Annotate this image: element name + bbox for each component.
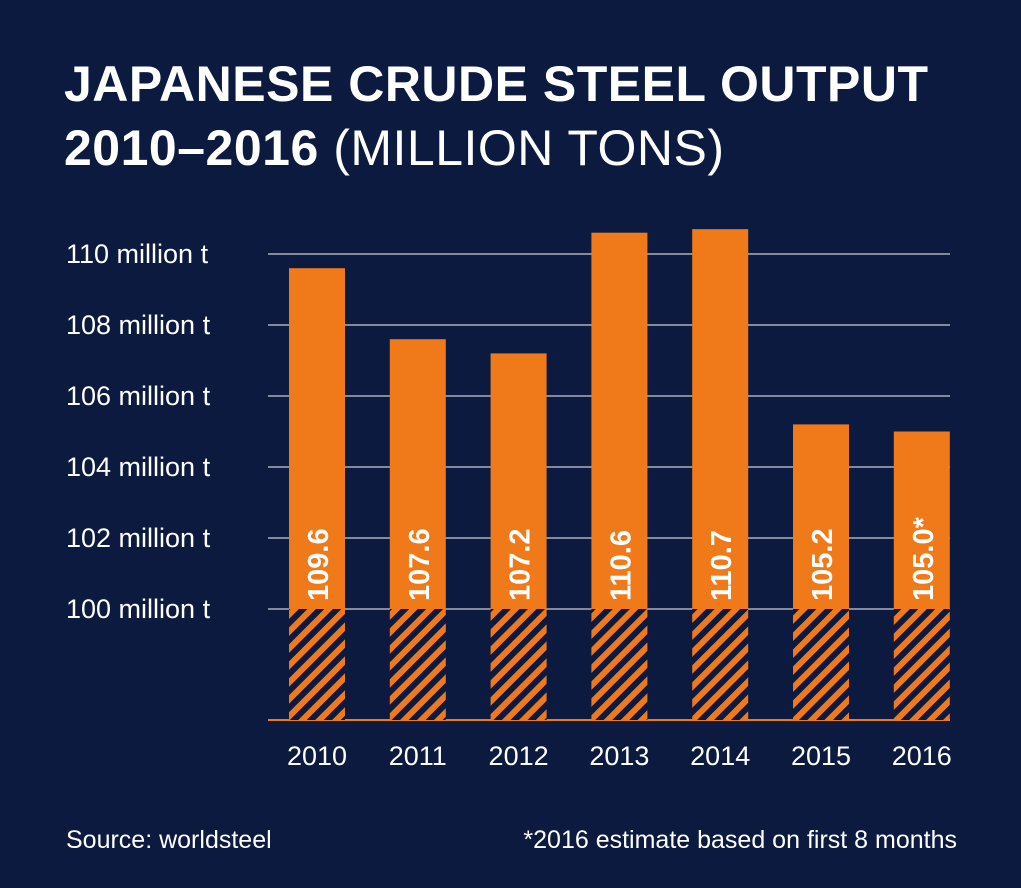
chart-title: JAPANESE CRUDE STEEL OUTPUT 2010–2016 (M…: [64, 52, 929, 180]
footnote: *2016 estimate based on first 8 months: [523, 826, 957, 854]
x-tick-label: 2010: [287, 741, 347, 771]
y-tick-label: 110 million t: [66, 239, 209, 269]
bar-value-label: 107.6: [404, 528, 436, 601]
x-tick-label: 2015: [791, 741, 851, 771]
title-years: 2010–2016: [64, 120, 319, 176]
bar-break-2012: [490, 609, 547, 720]
bar-2015: [793, 424, 849, 609]
source-note: Source: worldsteel: [66, 826, 272, 854]
bar-break-2011: [389, 609, 446, 720]
bar-2014: [692, 229, 749, 609]
bar-2013: [591, 232, 648, 609]
bar-break-2014: [692, 609, 749, 720]
bar-2016: [893, 431, 950, 609]
bar-value-label: 107.2: [505, 528, 537, 601]
bar-layer: [289, 229, 950, 720]
y-tick-label: 108 million t: [66, 310, 211, 340]
x-tick-label: 2011: [389, 741, 447, 771]
bar-2011: [389, 339, 446, 609]
y-tick-label: 106 million t: [66, 381, 211, 411]
bar-value-label: 109.6: [303, 528, 335, 601]
bar-value-label: 105.0*: [908, 516, 940, 601]
x-tick-label: 2013: [589, 741, 649, 771]
title-units: (MILLION TONS): [333, 120, 725, 176]
bar-chart: 100 million t 102 million t 104 million t 1…: [66, 229, 952, 771]
x-tick-label: 2012: [489, 741, 549, 771]
x-tick-label: 2016: [892, 741, 952, 771]
bar-2010: [289, 268, 345, 609]
y-tick-label: 102 million t: [66, 523, 211, 553]
bar-break-2013: [591, 609, 648, 720]
title-line-1: JAPANESE CRUDE STEEL OUTPUT: [64, 56, 929, 112]
bar-2012: [490, 353, 547, 609]
y-tick-label: 104 million t: [66, 452, 211, 482]
bar-value-label: 105.2: [807, 528, 839, 601]
bar-break-2010: [289, 609, 345, 720]
label-layer: 100 million t 102 million t 104 million t 1…: [66, 239, 952, 771]
x-tick-label: 2014: [690, 741, 750, 771]
y-tick-label: 100 million t: [66, 594, 211, 624]
title-line-2: 2010–2016 (MILLION TONS): [64, 116, 929, 180]
bar-break-2015: [793, 609, 849, 720]
bar-value-label: 110.6: [605, 530, 637, 601]
bar-break-2016: [893, 609, 950, 720]
bar-value-label: 110.7: [706, 530, 738, 601]
